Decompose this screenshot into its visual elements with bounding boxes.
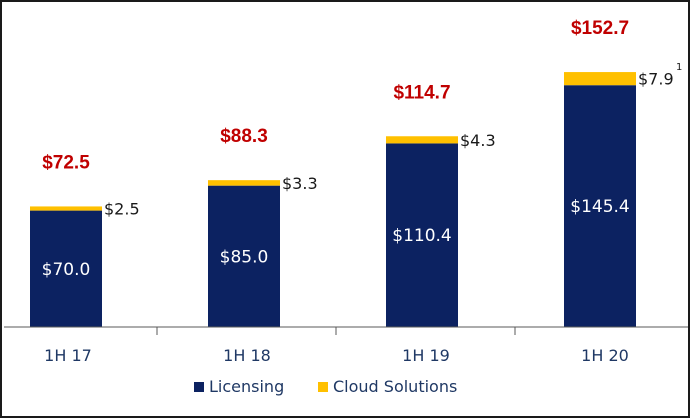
licensing-value-label: $85.0 — [220, 247, 269, 267]
licensing-bar — [564, 85, 636, 327]
cloud-solutions-value-label: $7.9 — [638, 70, 674, 89]
cloud-solutions-value-label: $2.5 — [104, 200, 140, 219]
licensing-value-label: $110.4 — [392, 226, 451, 246]
cloud-solutions-bar — [386, 136, 458, 144]
licensing-bar — [386, 143, 458, 327]
licensing-bar — [30, 210, 102, 327]
licensing-bar — [208, 185, 280, 327]
legend-swatch-licensing — [194, 382, 204, 392]
cloud-solutions-bar — [208, 180, 280, 186]
category-label: 1H 19 — [402, 346, 450, 365]
total-value-label: $152.7 — [571, 18, 629, 39]
legend-label-cloud-solutions: Cloud Solutions — [333, 377, 457, 396]
total-value-label: $72.5 — [42, 152, 90, 173]
cloud-solutions-value-label: $4.3 — [460, 131, 496, 150]
cloud-solutions-bar — [30, 206, 102, 211]
category-label: 1H 20 — [581, 346, 629, 365]
total-value-label: $114.7 — [393, 82, 450, 103]
category-label: 1H 18 — [223, 346, 271, 365]
legend-label-licensing: Licensing — [209, 377, 284, 396]
footnote-marker: 1 — [676, 62, 682, 73]
total-value-label: $88.3 — [220, 126, 268, 147]
legend-swatch-cloud-solutions — [318, 382, 328, 392]
licensing-value-label: $70.0 — [42, 260, 91, 280]
cloud-solutions-value-label: $3.3 — [282, 174, 318, 193]
licensing-value-label: $145.4 — [570, 197, 629, 217]
cloud-solutions-bar — [564, 72, 636, 86]
category-label: 1H 17 — [44, 346, 92, 365]
